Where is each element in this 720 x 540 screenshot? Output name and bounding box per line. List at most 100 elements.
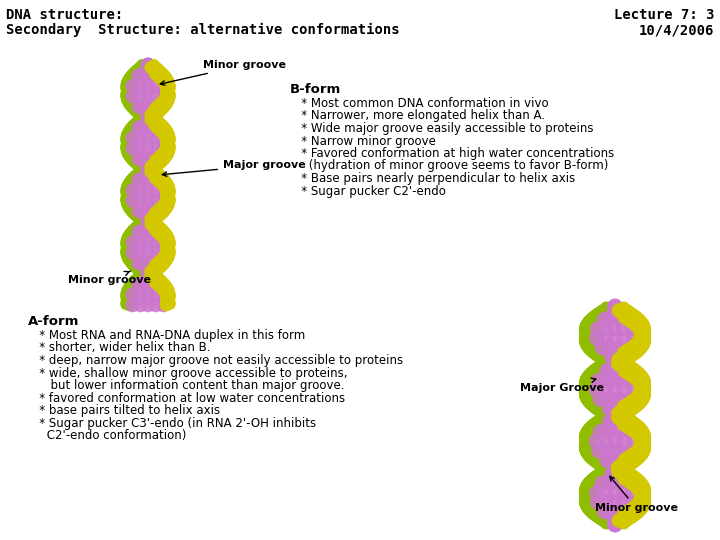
Point [626, 315, 637, 324]
Point [149, 260, 161, 269]
Point [580, 337, 591, 346]
Point [639, 440, 650, 448]
Point [129, 73, 140, 82]
Point [125, 184, 136, 193]
Point [582, 451, 594, 460]
Point [611, 513, 623, 522]
Point [630, 320, 642, 328]
Point [609, 353, 621, 361]
Point [592, 396, 603, 404]
Point [149, 268, 161, 277]
Point [121, 86, 132, 94]
Point [634, 326, 646, 335]
Point [163, 141, 174, 150]
Point [121, 244, 132, 252]
Point [609, 465, 621, 474]
Point [587, 367, 598, 376]
Point [162, 180, 174, 188]
Point [580, 485, 591, 494]
Point [143, 123, 154, 132]
Point [584, 327, 595, 335]
Point [626, 352, 638, 360]
Point [639, 389, 651, 398]
Point [598, 306, 609, 314]
Point [157, 127, 168, 136]
Point [163, 235, 175, 244]
Point [153, 123, 164, 131]
Point [638, 383, 649, 392]
Point [132, 177, 144, 185]
Point [122, 254, 133, 262]
Point [143, 118, 155, 127]
Point [163, 183, 175, 191]
Point [605, 408, 616, 417]
Point [145, 215, 157, 224]
Point [131, 213, 143, 221]
Point [125, 184, 137, 192]
Point [134, 225, 145, 233]
Point [157, 151, 168, 159]
Point [160, 132, 171, 141]
Point [146, 116, 158, 125]
Point [621, 360, 632, 368]
Point [635, 382, 647, 390]
Point [140, 219, 152, 227]
Point [127, 98, 139, 107]
Point [145, 262, 157, 271]
Point [639, 390, 651, 399]
Point [132, 178, 143, 186]
Point [158, 200, 169, 208]
Point [120, 187, 132, 196]
Point [580, 447, 592, 456]
Point [146, 220, 158, 229]
Point [587, 393, 598, 402]
Point [143, 217, 154, 226]
Point [616, 356, 627, 365]
Point [132, 73, 143, 82]
Point [122, 247, 134, 255]
Point [609, 519, 621, 528]
Point [123, 295, 135, 303]
Point [158, 260, 170, 269]
Point [125, 185, 136, 194]
Point [593, 376, 605, 385]
Point [144, 267, 156, 275]
Point [600, 512, 611, 521]
Point [585, 324, 597, 333]
Point [164, 135, 176, 144]
Point [122, 137, 133, 146]
Point [613, 458, 625, 467]
Point [138, 120, 149, 129]
Point [138, 169, 149, 178]
Point [636, 387, 648, 396]
Point [588, 349, 600, 357]
Point [624, 455, 635, 463]
Point [155, 67, 166, 76]
Point [146, 112, 158, 120]
Point [609, 509, 621, 517]
Point [120, 134, 132, 143]
Point [161, 187, 173, 195]
Point [634, 325, 645, 333]
Point [606, 413, 618, 422]
Point [626, 309, 638, 318]
Point [120, 144, 132, 152]
Point [141, 221, 153, 230]
Point [123, 92, 135, 100]
Point [127, 148, 138, 157]
Point [589, 396, 600, 405]
Point [161, 153, 172, 161]
Point [612, 405, 624, 414]
Point [630, 510, 642, 519]
Point [616, 412, 628, 421]
Point [634, 378, 645, 387]
Point [639, 493, 650, 502]
Point [639, 442, 651, 450]
Point [131, 274, 143, 282]
Point [635, 330, 647, 339]
Point [639, 376, 650, 385]
Point [126, 183, 138, 192]
Point [608, 407, 619, 416]
Point [635, 438, 647, 447]
Point [127, 287, 138, 295]
